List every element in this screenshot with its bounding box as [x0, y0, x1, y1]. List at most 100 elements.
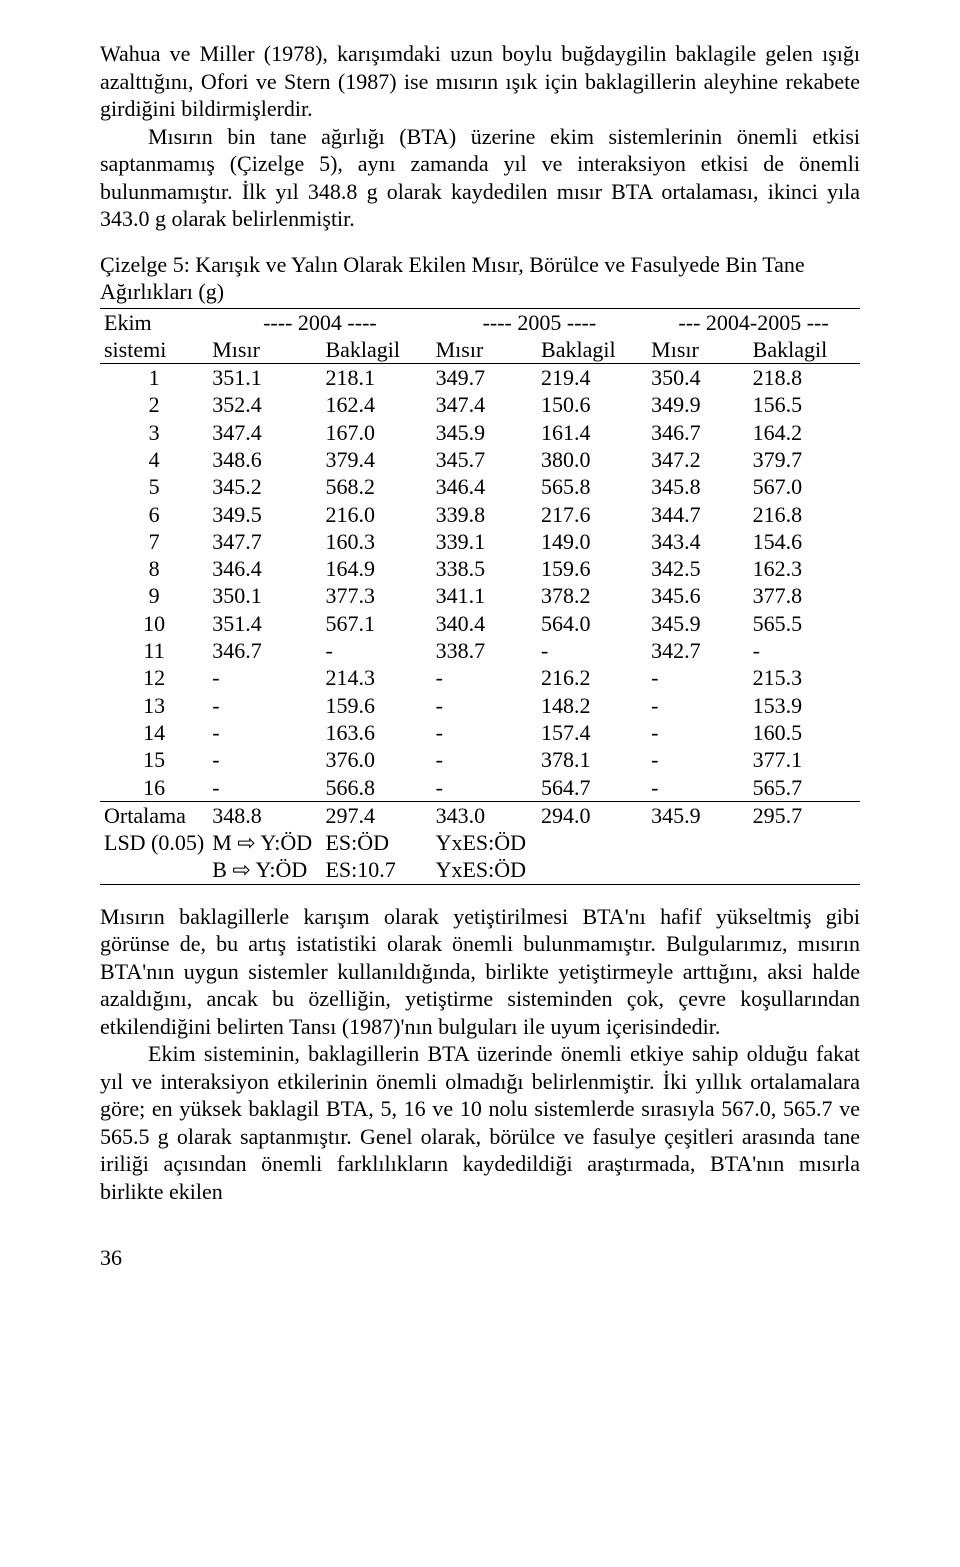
table-lsd-row: B ⇨ Y:ÖDES:10.7YxES:ÖD — [100, 856, 860, 884]
table-cell: 347.4 — [208, 419, 321, 446]
table-row: 8346.4164.9338.5159.6342.5162.3 — [100, 555, 860, 582]
table-cell: - — [537, 637, 647, 664]
table-cell: - — [432, 664, 537, 691]
table-cell: 347.4 — [432, 391, 537, 418]
table-cell: 348.8 — [208, 801, 321, 829]
table-cell: 2 — [100, 391, 208, 418]
table-cell: Mısır — [208, 336, 321, 364]
table-cell: 345.9 — [647, 801, 748, 829]
table-cell: 13 — [100, 692, 208, 719]
table-cell: 295.7 — [749, 801, 860, 829]
table-cell: sistemi — [100, 336, 208, 364]
table-cell: 14 — [100, 719, 208, 746]
table-row: 10351.4567.1340.4564.0345.9565.5 — [100, 610, 860, 637]
table-cell — [749, 829, 860, 856]
table-cell: 338.7 — [432, 637, 537, 664]
table-cell: 148.2 — [537, 692, 647, 719]
table-cell: Baklagil — [321, 336, 431, 364]
table-subheader-row: sistemiMısırBaklagilMısırBaklagilMısırBa… — [100, 336, 860, 364]
table-cell: - — [432, 719, 537, 746]
table-cell: ---- 2005 ---- — [432, 308, 648, 336]
table-cell: 349.9 — [647, 391, 748, 418]
table-cell: 352.4 — [208, 391, 321, 418]
table-cell: 343.4 — [647, 528, 748, 555]
table-cell: 345.2 — [208, 473, 321, 500]
table-cell: 339.8 — [432, 501, 537, 528]
table-cell — [647, 856, 748, 884]
table-cell: 342.7 — [647, 637, 748, 664]
table-cell: 565.7 — [749, 774, 860, 802]
table-cell: 216.0 — [321, 501, 431, 528]
table-cell: 162.3 — [749, 555, 860, 582]
table-cell: 339.1 — [432, 528, 537, 555]
table-row: 6349.5216.0339.8217.6344.7216.8 — [100, 501, 860, 528]
table-cell: 161.4 — [537, 419, 647, 446]
table-cell: 12 — [100, 664, 208, 691]
table-cell — [100, 856, 208, 884]
table-cell: 5 — [100, 473, 208, 500]
table-cell: 343.0 — [432, 801, 537, 829]
table-cell: 150.6 — [537, 391, 647, 418]
table-cell: 218.1 — [321, 364, 431, 392]
table-cell: 167.0 — [321, 419, 431, 446]
table-cell: 16 — [100, 774, 208, 802]
table-cell: 348.6 — [208, 446, 321, 473]
table-cell: - — [432, 774, 537, 802]
table-cell: 219.4 — [537, 364, 647, 392]
table-cell: 566.8 — [321, 774, 431, 802]
table-cell: 346.7 — [208, 637, 321, 664]
table-row: 1351.1218.1349.7219.4350.4218.8 — [100, 364, 860, 392]
table-cell: 11 — [100, 637, 208, 664]
table-row: 7347.7160.3339.1149.0343.4154.6 — [100, 528, 860, 555]
table-cell: --- 2004-2005 --- — [647, 308, 860, 336]
table-cell: 378.1 — [537, 746, 647, 773]
table-cell: YxES:ÖD — [432, 829, 537, 856]
table-cell: 214.3 — [321, 664, 431, 691]
table-cell: - — [432, 746, 537, 773]
table-cell: 164.2 — [749, 419, 860, 446]
table-cell: 163.6 — [321, 719, 431, 746]
table-cell: - — [749, 637, 860, 664]
table-cell: ES:ÖD — [321, 829, 431, 856]
table-cell: 1 — [100, 364, 208, 392]
table-cell: B ⇨ Y:ÖD — [208, 856, 321, 884]
table-cell: - — [208, 692, 321, 719]
table-cell: 216.8 — [749, 501, 860, 528]
table-cell: Mısır — [432, 336, 537, 364]
table-row: 9350.1377.3341.1378.2345.6377.8 — [100, 582, 860, 609]
table-cell: 564.0 — [537, 610, 647, 637]
table-cell: 8 — [100, 555, 208, 582]
table-cell: 4 — [100, 446, 208, 473]
table-cell: 345.8 — [647, 473, 748, 500]
table-cell: 341.1 — [432, 582, 537, 609]
table-cell: - — [647, 692, 748, 719]
table-cell: Mısır — [647, 336, 748, 364]
table-header-row: Ekim---- 2004 -------- 2005 ------- 2004… — [100, 308, 860, 336]
table-cell: Baklagil — [537, 336, 647, 364]
table-cell: 342.5 — [647, 555, 748, 582]
table-cell: 349.7 — [432, 364, 537, 392]
table-cell: 377.8 — [749, 582, 860, 609]
table-row: 13-159.6-148.2-153.9 — [100, 692, 860, 719]
table-cell: ---- 2004 ---- — [208, 308, 431, 336]
table-cell: 15 — [100, 746, 208, 773]
table-cell: 567.1 — [321, 610, 431, 637]
table-cell: 568.2 — [321, 473, 431, 500]
table-cell: 149.0 — [537, 528, 647, 555]
table-cell: 346.4 — [208, 555, 321, 582]
paragraph-3: Mısırın baklagillerle karışım olarak yet… — [100, 903, 860, 1041]
table-cell: 377.3 — [321, 582, 431, 609]
table-cell: 565.8 — [537, 473, 647, 500]
table-cell: 9 — [100, 582, 208, 609]
table-cell: Baklagil — [749, 336, 860, 364]
table-cell: 159.6 — [537, 555, 647, 582]
table-cell: - — [208, 746, 321, 773]
paragraph-1: Wahua ve Miller (1978), karışımdaki uzun… — [100, 40, 860, 123]
table-caption: Çizelge 5: Karışık ve Yalın Olarak Ekile… — [100, 251, 860, 306]
table-cell: 215.3 — [749, 664, 860, 691]
table-cell: 160.5 — [749, 719, 860, 746]
table-cell: 351.1 — [208, 364, 321, 392]
table-cell: 6 — [100, 501, 208, 528]
table-cell: 378.2 — [537, 582, 647, 609]
table-cell: - — [208, 774, 321, 802]
